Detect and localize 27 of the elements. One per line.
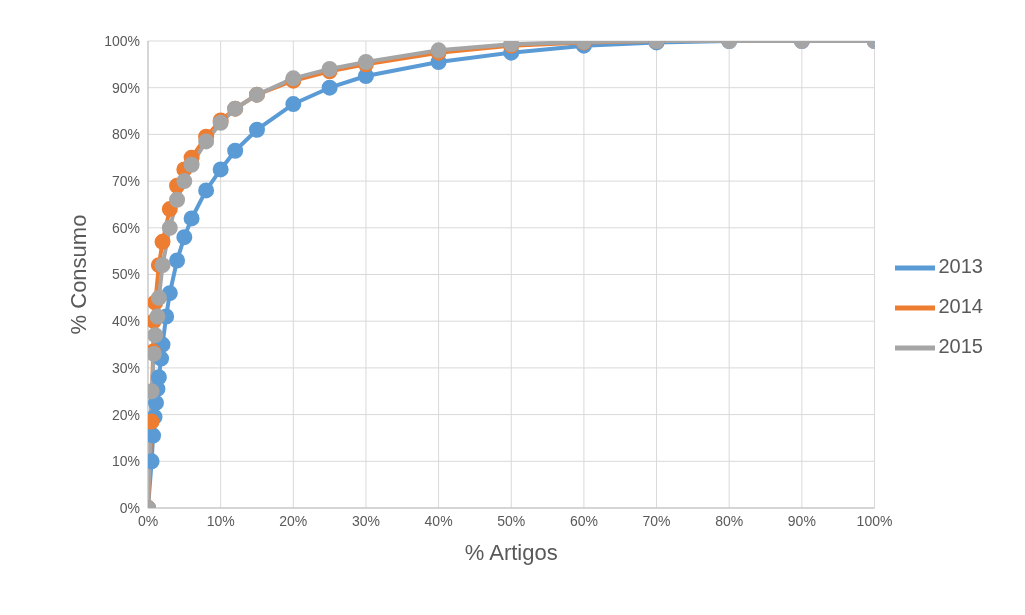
- y-tick-label: 10%: [111, 453, 140, 470]
- x-tick-label: 80%: [715, 512, 744, 529]
- x-tick-label: 40%: [424, 512, 453, 529]
- y-tick-label: 70%: [111, 173, 140, 190]
- y-tick-label: 50%: [111, 266, 140, 283]
- y-tick-label: 30%: [111, 359, 140, 376]
- x-tick-label: 70%: [642, 512, 671, 529]
- y-tick-label: 20%: [111, 406, 140, 423]
- x-tick-label: 90%: [787, 512, 816, 529]
- y-tick-label: 100%: [104, 32, 140, 49]
- y-axis-title: % Consumo: [65, 214, 91, 335]
- legend-label: 2014: [938, 295, 983, 318]
- legend-label: 2015: [938, 335, 983, 358]
- x-tick-label: 50%: [497, 512, 526, 529]
- y-tick-label: 80%: [111, 126, 140, 143]
- x-tick-label: 30%: [351, 512, 380, 529]
- y-tick-label: 60%: [111, 219, 140, 236]
- y-tick-label: 40%: [111, 313, 140, 330]
- x-axis-title: % Artigos: [464, 540, 558, 565]
- x-tick-label: 100%: [856, 512, 893, 529]
- x-tick-label: 0%: [137, 512, 159, 529]
- x-tick-label: 60%: [569, 512, 598, 529]
- y-tick-label: 0%: [119, 499, 140, 516]
- legend-label: 2013: [938, 255, 983, 278]
- x-tick-label: 20%: [279, 512, 308, 529]
- x-tick-label: 10%: [206, 512, 235, 529]
- y-tick-label: 90%: [111, 79, 140, 96]
